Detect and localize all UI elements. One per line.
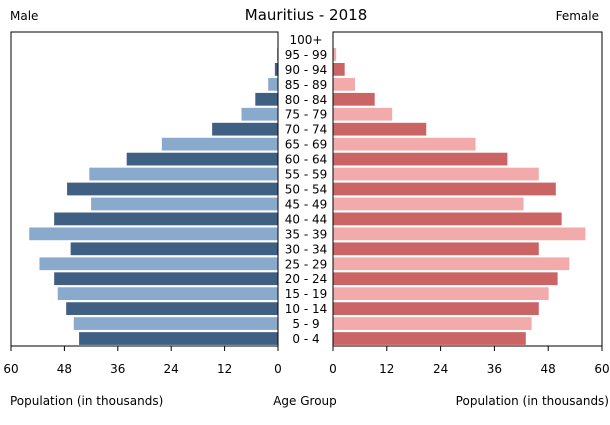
age-group-label: 15 - 19 — [285, 287, 328, 301]
x-axis-label-female: Population (in thousands) — [456, 394, 609, 408]
female-tick-label: 48 — [541, 362, 556, 376]
male-bar-5-9 — [73, 317, 278, 330]
female-bar-60-64 — [333, 152, 508, 166]
age-group-label: 85 - 89 — [285, 78, 328, 92]
age-group-label: 60 - 64 — [285, 153, 328, 167]
male-bar-65-69 — [161, 137, 278, 151]
male-bar-50-54 — [67, 182, 278, 196]
male-bar-85-89 — [268, 77, 278, 91]
age-group-label: 80 - 84 — [285, 93, 328, 107]
male-bar-30-34 — [70, 242, 278, 256]
female-bar-90-94 — [333, 63, 345, 76]
age-group-label: 50 - 54 — [285, 183, 328, 197]
male-tick-label: 24 — [164, 362, 179, 376]
male-bar-20-24 — [54, 272, 278, 286]
female-tick-label: 36 — [487, 362, 502, 376]
age-group-label: 5 - 9 — [292, 317, 319, 331]
female-bar-20-24 — [333, 272, 558, 286]
age-group-label: 70 - 74 — [285, 123, 328, 137]
female-bar-50-54 — [333, 182, 556, 196]
male-bar-25-29 — [39, 257, 279, 271]
age-group-label: 90 - 94 — [285, 63, 328, 77]
male-side-label: Male — [10, 9, 38, 23]
age-group-label: 75 - 79 — [285, 108, 328, 122]
female-tick-label: 24 — [433, 362, 448, 376]
female-bar-70-74 — [333, 122, 427, 136]
male-tick-label: 12 — [217, 362, 232, 376]
age-group-label: 100+ — [290, 33, 323, 47]
male-bar-55-59 — [89, 167, 278, 181]
age-group-label: 40 - 44 — [285, 212, 328, 226]
male-bar-10-14 — [66, 302, 279, 315]
female-tick-label: 0 — [329, 362, 337, 376]
male-bar-60-64 — [126, 152, 278, 166]
male-bar-90-94 — [274, 63, 278, 76]
female-bar-80-84 — [333, 92, 375, 106]
female-bar-0-4 — [333, 332, 526, 345]
female-bar-5-9 — [333, 317, 532, 330]
female-bars-group — [333, 33, 586, 345]
age-group-label: 55 - 59 — [285, 168, 328, 182]
female-bar-75-79 — [333, 107, 393, 121]
female-bar-45-49 — [333, 197, 524, 211]
female-side-label: Female — [556, 9, 599, 23]
male-bar-15-19 — [57, 287, 278, 301]
male-tick-label: 48 — [57, 362, 72, 376]
x-axis-label-age-group: Age Group — [273, 394, 337, 408]
age-group-label: 95 - 99 — [285, 48, 328, 62]
age-group-label: 30 - 34 — [285, 242, 328, 256]
age-group-label: 20 - 24 — [285, 272, 328, 286]
female-bar-40-44 — [333, 212, 562, 226]
female-plot-frame — [332, 31, 603, 347]
female-x-axis-ticks: 0 12 24 36 48 60 — [329, 346, 610, 376]
chart-title: Mauritius - 2018 — [245, 6, 367, 24]
male-bar-40-44 — [54, 212, 278, 226]
female-tick-label: 12 — [379, 362, 394, 376]
male-bar-80-84 — [255, 92, 279, 106]
female-bar-85-89 — [333, 77, 355, 91]
age-group-label: 25 - 29 — [285, 257, 328, 271]
male-bar-35-39 — [29, 227, 278, 241]
age-group-label: 65 - 69 — [285, 138, 328, 152]
female-bar-35-39 — [333, 227, 586, 241]
male-bar-0-4 — [79, 332, 278, 345]
female-tick-label: 60 — [594, 362, 609, 376]
age-group-label: 0 - 4 — [292, 332, 319, 346]
x-axis-label-male: Population (in thousands) — [10, 394, 163, 408]
age-group-label: 35 - 39 — [285, 227, 328, 241]
female-bar-15-19 — [333, 287, 549, 301]
male-bars-group — [29, 33, 279, 345]
age-group-label: 45 - 49 — [285, 197, 328, 211]
female-bar-95-99 — [333, 48, 337, 61]
age-group-label: 10 - 14 — [285, 302, 328, 316]
male-bar-75-79 — [241, 107, 278, 121]
male-bar-45-49 — [91, 197, 278, 211]
male-tick-label: 60 — [3, 362, 18, 376]
male-x-axis-ticks: 0 12 24 36 48 60 — [3, 346, 282, 376]
male-tick-label: 36 — [110, 362, 125, 376]
female-bar-25-29 — [333, 257, 570, 271]
female-bar-65-69 — [333, 137, 476, 151]
female-bar-55-59 — [333, 167, 539, 181]
female-bar-10-14 — [333, 302, 539, 315]
female-bar-30-34 — [333, 242, 539, 256]
male-bar-70-74 — [212, 122, 278, 136]
male-tick-label: 0 — [274, 362, 282, 376]
male-plot-frame — [10, 31, 279, 347]
